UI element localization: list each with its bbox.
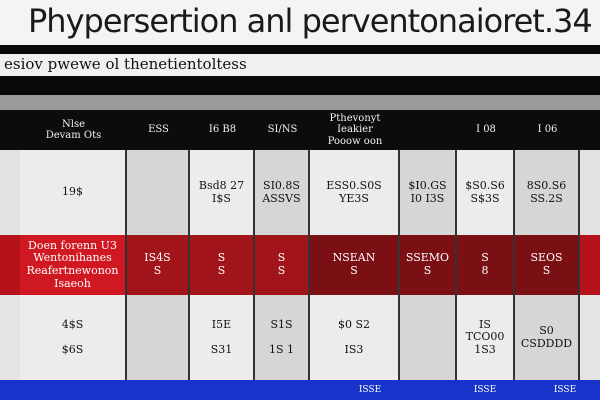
footer-label: ISSE xyxy=(553,384,577,395)
table-cell: I5E S31 xyxy=(190,295,255,380)
column-header: Nlse Devam Ots xyxy=(45,118,102,142)
table-cell: 4$S $6S xyxy=(20,295,127,380)
table-cell: S1S 1S 1 xyxy=(255,295,310,380)
empty-cell xyxy=(127,295,190,380)
table-cell: IS TCO00 1S3 xyxy=(457,295,515,380)
table-cell: NSEAN S xyxy=(310,235,400,295)
table-cell: $S0.S6 S$3S xyxy=(457,150,515,235)
empty-cell xyxy=(127,150,190,235)
subtitle-strip xyxy=(0,54,600,76)
table-cell: $I0.GS I0 I3S xyxy=(400,150,457,235)
footer-band xyxy=(0,380,600,400)
table-cell: S S xyxy=(190,235,255,295)
table-cell: $0 S2 IS3 xyxy=(310,295,400,380)
table-cell: 19$ xyxy=(20,150,127,235)
table-cell: S0 CSDDDD xyxy=(515,295,580,380)
table-cell: Bsd8 27 I$S xyxy=(190,150,255,235)
table-cell: ESS0.S0S YE3S xyxy=(310,150,400,235)
table-cell: Doen forenn U3 Wentonihanes Reafertnewon… xyxy=(20,235,127,295)
column-header: SI/NS xyxy=(267,124,298,136)
table-cell: 8S0.S6 SS.2S xyxy=(515,150,580,235)
column-header: I 08 xyxy=(476,124,496,136)
table-cell: SI0.8S ASSVS xyxy=(255,150,310,235)
footer-label: ISSE xyxy=(358,384,382,395)
empty-cell xyxy=(400,295,457,380)
title: Phypersertion anl perventonaioret.34 xyxy=(28,2,593,40)
header-row xyxy=(0,110,600,150)
column-header: Pthevonyt Ieakier Pooow oon xyxy=(327,112,383,147)
table-cell: SEOS S xyxy=(515,235,580,295)
title-band xyxy=(0,0,600,45)
table-cell: SSEMO S xyxy=(400,235,457,295)
table-cell: IS4S S xyxy=(127,235,190,295)
table-cell: S S xyxy=(255,235,310,295)
table-cell: S 8 xyxy=(457,235,515,295)
column-header: ESS xyxy=(148,124,169,136)
column-header: I 06 xyxy=(537,124,558,136)
column-header: I6 B8 xyxy=(208,124,237,136)
footer-label: ISSE xyxy=(473,384,497,395)
subtitle: esiov pwewe ol thenetientoltess xyxy=(4,55,247,73)
divider xyxy=(0,95,600,110)
